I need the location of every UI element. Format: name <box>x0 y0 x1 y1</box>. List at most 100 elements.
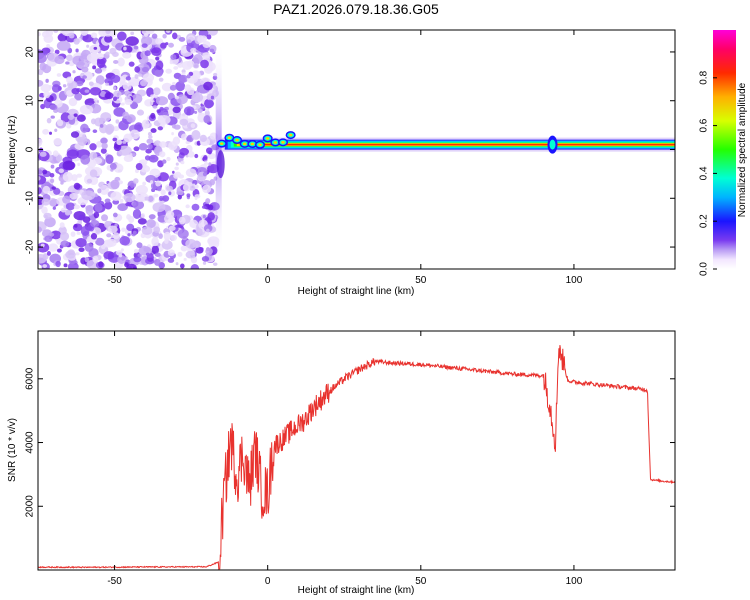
noise-blob <box>107 225 118 234</box>
noise-blob <box>201 256 210 262</box>
noise-blob <box>119 198 124 203</box>
onset-smear <box>215 40 222 259</box>
noise-blob <box>210 95 215 100</box>
carrier-blob <box>235 138 239 142</box>
noise-blob <box>172 32 178 40</box>
spectrogram-y-label: Frequency (Hz) <box>7 116 18 185</box>
noise-blob <box>205 108 210 112</box>
noise-blob <box>41 198 50 206</box>
noise-blob <box>125 76 131 81</box>
noise-blob <box>38 96 44 103</box>
noise-blob <box>112 86 117 90</box>
noise-blob <box>143 32 149 37</box>
noise-blob <box>38 169 43 175</box>
noise-blob <box>132 153 136 157</box>
noise-blob <box>103 239 114 248</box>
noise-blob <box>68 97 78 107</box>
noise-blob <box>202 171 208 177</box>
noise-blob <box>174 95 179 100</box>
noise-blob <box>194 196 198 201</box>
noise-blob <box>178 75 186 84</box>
noise-blob <box>205 99 215 108</box>
noise-blob <box>168 225 176 231</box>
noise-blob <box>167 257 175 263</box>
noise-blob <box>162 33 167 39</box>
noise-blob <box>135 185 148 195</box>
noise-blob <box>163 231 171 241</box>
noise-blob <box>132 200 145 210</box>
noise-blob <box>100 148 107 154</box>
noise-blob <box>134 74 139 79</box>
noise-blob <box>191 203 200 211</box>
noise-blob <box>202 184 212 194</box>
noise-blob <box>51 84 61 93</box>
colorbar-tick-label: 0.8 <box>699 70 710 84</box>
noise-blob <box>110 179 120 190</box>
noise-blob <box>67 114 75 120</box>
noise-blob <box>151 237 159 247</box>
noise-blob <box>168 141 178 151</box>
noise-blob <box>147 143 153 150</box>
noise-blob <box>154 252 161 257</box>
colorbar-label: Normalized spectral amplitude <box>737 82 748 217</box>
noise-blob <box>66 90 74 96</box>
noise-blob <box>158 77 164 82</box>
noise-blob <box>189 219 199 229</box>
noise-blob <box>202 214 206 219</box>
noise-blob <box>125 202 132 207</box>
noise-blob <box>66 149 79 160</box>
snr-x-ticks: -50 0 50 100 <box>107 331 583 587</box>
noise-blob <box>125 36 139 46</box>
noise-blob <box>177 251 183 257</box>
noise-blob <box>181 133 188 141</box>
noise-blob <box>123 46 127 51</box>
noise-blob <box>157 114 171 125</box>
noise-blob <box>185 204 190 209</box>
noise-blob <box>59 231 70 241</box>
noise-blob <box>75 48 79 53</box>
noise-blob <box>175 162 179 166</box>
noise-blob <box>42 185 51 194</box>
noise-blob <box>43 50 48 56</box>
noise-blob <box>161 159 167 164</box>
noise-blob <box>159 151 166 158</box>
noise-blob <box>39 151 47 157</box>
noise-blob <box>150 128 157 133</box>
noise-blob <box>121 227 126 232</box>
noise-blob <box>171 132 174 136</box>
noise-blob <box>178 216 186 225</box>
snr-y-tick-label: 6000 <box>25 367 36 390</box>
noise-blob <box>56 248 62 253</box>
noise-blob <box>73 38 80 45</box>
noise-blob <box>89 169 98 178</box>
noise-blob <box>136 109 145 116</box>
noise-blob <box>52 206 57 210</box>
noise-blob <box>100 137 108 144</box>
noise-blob <box>192 63 200 69</box>
noise-blob <box>172 170 175 174</box>
noise-blob <box>205 247 213 255</box>
noise-blob <box>64 210 71 216</box>
noise-blob <box>143 247 151 253</box>
noise-blob <box>117 145 132 156</box>
noise-blob <box>202 261 207 265</box>
noise-blob <box>44 217 56 228</box>
noise-blob <box>116 92 120 96</box>
noise-blob <box>56 73 62 77</box>
noise-blob <box>190 47 197 54</box>
noise-blob <box>177 229 189 239</box>
noise-blob <box>203 81 213 91</box>
noise-blob <box>138 143 148 151</box>
snr-x-tick-label: -50 <box>107 576 122 587</box>
noise-blob <box>62 171 73 182</box>
noise-blob <box>192 229 196 233</box>
noise-blob <box>38 53 47 64</box>
noise-blob <box>117 254 126 264</box>
noise-blob <box>71 87 80 95</box>
noise-blob <box>154 94 158 99</box>
noise-blob <box>62 160 75 171</box>
noise-blob <box>60 112 71 123</box>
noise-blob <box>84 243 94 252</box>
noise-blob <box>55 154 63 162</box>
noise-blob <box>104 220 112 229</box>
